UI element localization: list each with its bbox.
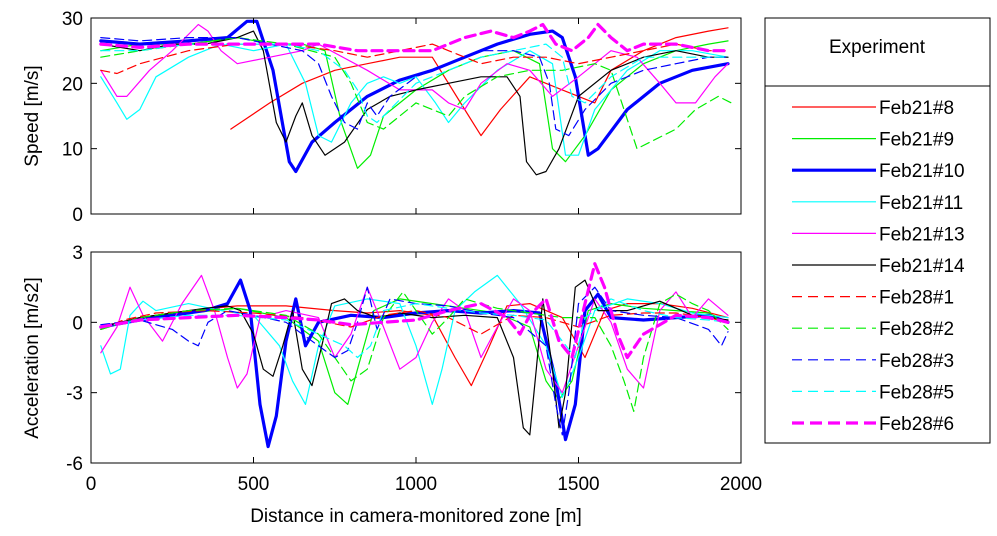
speed-series-line-feb21-11 [100,43,729,156]
acceleration-y-tick-label: 0 [72,313,83,334]
legend-label: Feb21#13 [879,224,965,245]
x-tick-label: 1500 [557,474,599,495]
acceleration-y-tick-label: 3 [72,243,83,264]
acceleration-panel: -6 -3 0 3 Acceleration [m/s2] [22,243,742,475]
legend: Experiment Feb21#8 Feb21#9 Feb21#10 Feb21#1… [764,17,991,444]
acceleration-series-line-feb21-8 [100,303,729,387]
speed-y-ticks: 0 10 20 30 [62,9,742,226]
speed-y-tick-label: 10 [62,140,83,161]
speed-series-line-feb21-10 [99,19,730,174]
acceleration-plot-area [99,262,730,449]
acceleration-y-tick-label: -3 [66,384,83,405]
x-tick-label: 500 [238,474,270,495]
speed-panel: 0 10 20 30 Speed [m/s] [22,9,742,226]
acceleration-series-line-feb28-3 [100,286,729,436]
legend-label: Feb21#10 [879,161,965,182]
legend-title-box [764,17,991,87]
acceleration-y-axis-label: Acceleration [m/s2] [22,277,43,439]
legend-entries: Feb21#8 Feb21#9 Feb21#10 Feb21#11 Feb21#13 Fe… [792,98,965,435]
legend-label: Feb21#8 [879,98,954,119]
legend-label: Feb21#11 [879,193,963,214]
speed-y-tick-label: 0 [72,205,83,226]
speed-y-tick-label: 20 [62,74,83,95]
legend-label: Feb21#14 [879,256,965,277]
acceleration-series-line-feb21-14 [100,279,729,436]
x-tick-label: 2000 [720,474,762,495]
speed-plot-area [99,19,732,176]
legend-label: Feb28#3 [879,351,954,372]
acceleration-series-line-feb21-13 [100,274,729,394]
speed-series-line-feb28-3 [100,36,729,137]
x-ticks: 0 500 1000 1500 2000 [86,474,762,495]
legend-label: Feb28#1 [879,288,954,309]
legend-label: Feb28#2 [879,319,954,340]
speed-axes-frame [90,17,742,215]
speed-y-tick-label: 30 [62,9,83,30]
x-tick-label: 0 [86,474,97,495]
legend-title: Experiment [829,37,926,58]
acceleration-series-line-feb21-11 [100,274,729,405]
legend-label: Feb21#9 [879,130,954,151]
acceleration-y-ticks: -6 -3 0 3 [66,243,742,475]
acceleration-y-tick-label: -6 [66,454,83,475]
speed-series-line-feb28-6 [99,22,730,53]
x-tick-label: 1000 [395,474,437,495]
speed-series-line-feb21-13 [100,23,729,111]
speed-series-line-feb28-1 [100,43,729,75]
speed-series-line-feb28-2 [100,36,732,150]
x-axis-label: Distance in camera-monitored zone [m] [250,506,582,527]
legend-label: Feb28#5 [879,382,954,403]
acceleration-series-line-feb28-6 [99,262,730,360]
speed-y-axis-label: Speed [m/s] [22,65,43,166]
legend-label: Feb28#6 [879,414,954,435]
